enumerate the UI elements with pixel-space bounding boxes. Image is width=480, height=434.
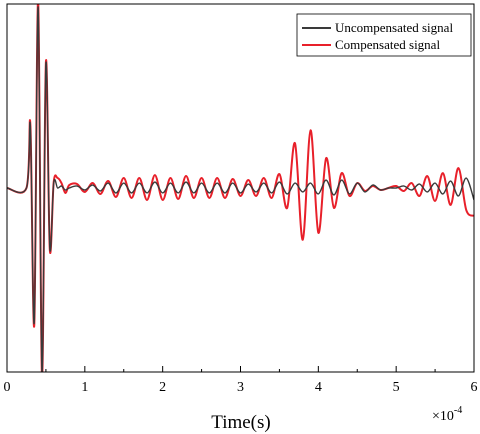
- x-axis-multiplier: ×10-4: [432, 405, 462, 424]
- legend: Uncompensated signal Compensated signal: [296, 13, 472, 57]
- series-line-uncompensated: [7, 6, 474, 372]
- x-tick-label: 6: [471, 380, 478, 395]
- x-tick-label: 0: [4, 380, 11, 395]
- x-tick-label: 5: [393, 380, 400, 395]
- x-axis-multiplier-exponent: -4: [454, 405, 462, 416]
- x-tick-label: 1: [81, 380, 88, 395]
- x-tick-label: 4: [315, 380, 322, 395]
- plot-frame: [6, 3, 475, 373]
- legend-label-compensated: Compensated signal: [335, 37, 440, 52]
- plot-area: [7, 4, 474, 372]
- x-tick-label: 2: [159, 380, 166, 395]
- x-axis-multiplier-base: ×10: [432, 409, 454, 424]
- legend-label-uncompensated: Uncompensated signal: [335, 20, 453, 35]
- x-tick-label: 3: [237, 380, 244, 395]
- x-axis-title: Time(s): [211, 412, 270, 433]
- legend-box: [296, 13, 472, 57]
